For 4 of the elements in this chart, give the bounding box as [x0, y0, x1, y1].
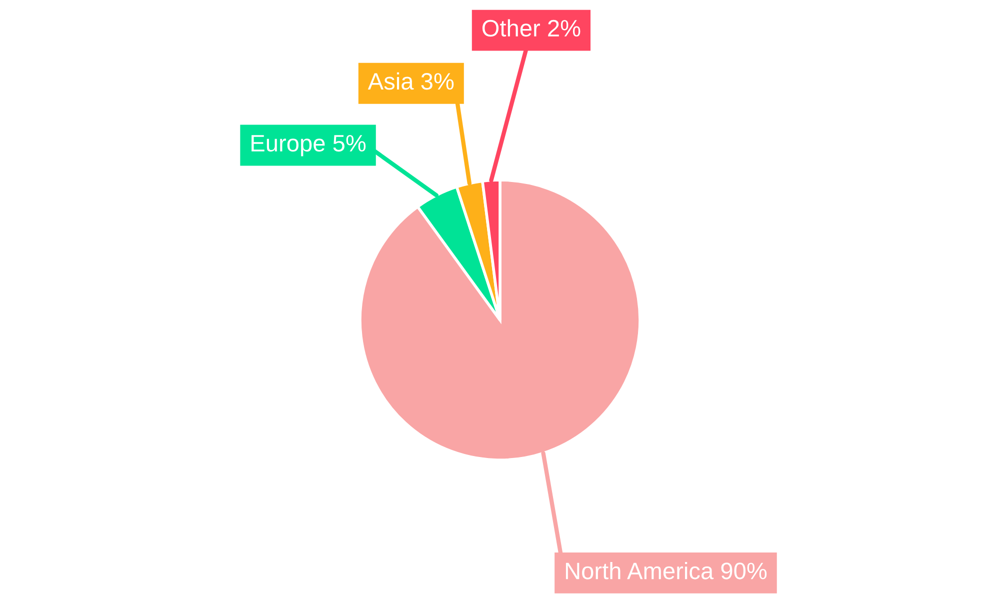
slice-label: Asia 3% [368, 72, 454, 90]
slice-label: North America 90% [566, 562, 767, 580]
slice-label: Other 2% [482, 19, 580, 37]
slice-label: Europe 5% [252, 134, 366, 156]
